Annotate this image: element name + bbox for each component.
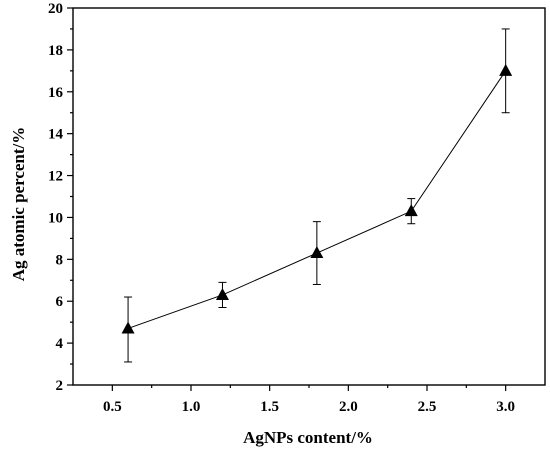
y-tick-label: 18 [48, 43, 63, 59]
x-tick-label: 3.0 [496, 399, 515, 415]
x-tick-label: 2.0 [339, 399, 358, 415]
series-line [127, 70, 507, 329]
data-point [404, 204, 418, 217]
data-point [121, 321, 135, 334]
plot-frame [72, 7, 546, 386]
y-tick-label: 12 [48, 169, 63, 185]
x-tick-label: 0.5 [103, 399, 122, 415]
y-axis-title: Ag atomic percent/% [9, 127, 28, 282]
data-point [499, 63, 513, 76]
y-tick-label: 2 [56, 378, 64, 394]
y-tick-label: 6 [56, 294, 64, 310]
x-axis-title: AgNPs content/% [243, 428, 373, 447]
plot-area: 0.5 1.0 1.5 2.0 2.5 3.0 2 4 6 8 10 12 14 16 18 20 [48, 1, 546, 415]
x-tick-label: 2.5 [418, 399, 437, 415]
y-tick-label: 14 [48, 127, 64, 143]
y-tick-label: 4 [56, 336, 64, 352]
x-tick-label: 1.5 [260, 399, 279, 415]
y-tick-label: 8 [56, 252, 64, 268]
y-tick-label: 16 [48, 85, 64, 101]
x-tick-label: 1.0 [182, 399, 201, 415]
y-tick-label: 20 [48, 1, 63, 17]
data-point [215, 287, 229, 300]
y-tick-label: 10 [48, 210, 63, 226]
data-point [310, 246, 324, 259]
